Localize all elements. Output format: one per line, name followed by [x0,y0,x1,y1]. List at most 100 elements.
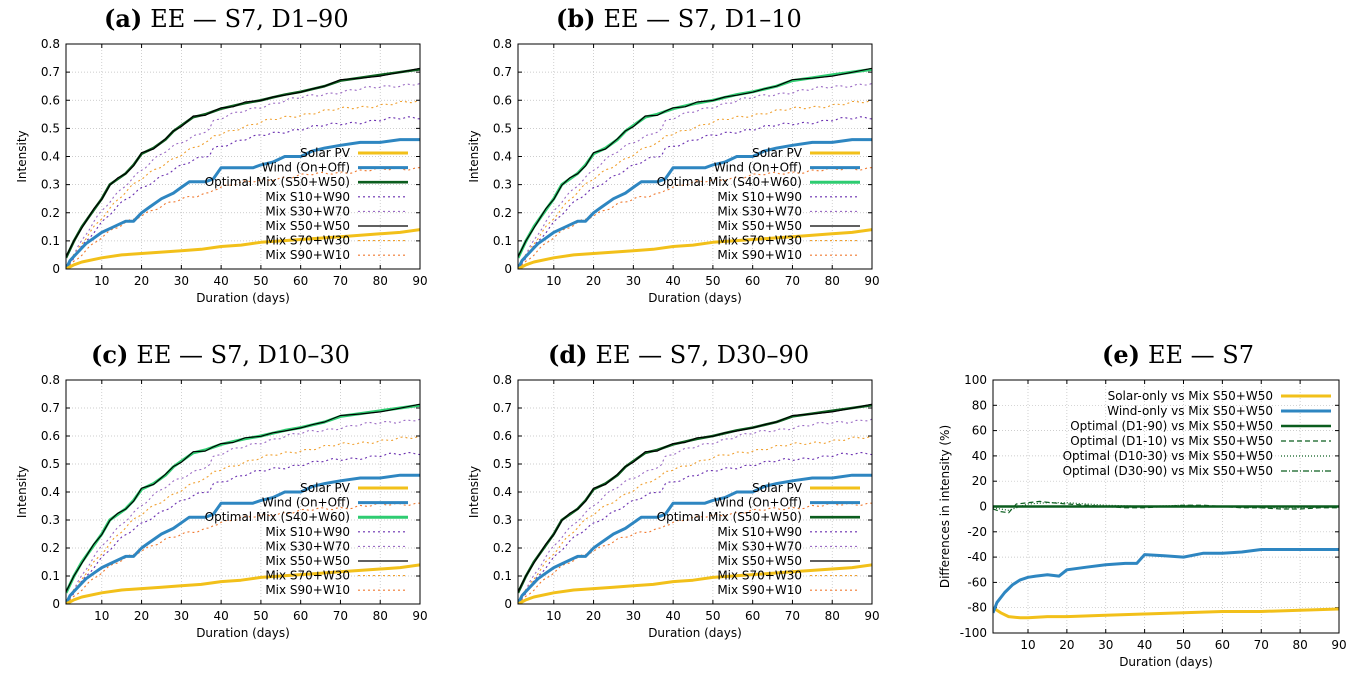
y-tick-label: 0.3 [41,513,60,527]
legend-label: Optimal (D10-30) vs Mix S50+W50 [1063,449,1273,463]
y-tick-label: 0.6 [493,93,512,107]
x-tick-label: 30 [626,609,641,623]
x-tick-label: 90 [864,274,879,288]
y-tick-label: 0.3 [493,513,512,527]
legend-label: Solar-only vs Mix S50+W50 [1108,389,1273,403]
y-tick-label: 0.7 [493,401,512,415]
y-tick-label: -40 [967,550,987,564]
legend-label: Wind-only vs Mix S50+W50 [1107,404,1273,418]
x-tick-label: 50 [705,274,720,288]
panel-d: (d) EE — S7, D30–90 10 20 30 40 50 60 70 80 90 0 0.1… [467,340,880,640]
y-tick-label: 0 [979,500,987,514]
y-tick-label: 0.4 [41,150,60,164]
panel-title: (a) EE — S7, D1–90 [104,4,349,33]
legend-label: Mix S30+W70 [717,539,802,553]
x-tick-label: 60 [293,274,308,288]
x-tick-label: 80 [373,274,388,288]
y-tick-label: 0.6 [41,429,60,443]
y-tick-label: 0.5 [41,457,60,471]
series-line-opt_d10_30 [993,502,1339,511]
legend-label: Mix S70+W30 [717,234,802,248]
y-tick-label: 0.7 [41,65,60,79]
x-tick-label: 20 [134,609,149,623]
legend-label: Mix S90+W10 [717,248,802,262]
series-line-s70 [66,435,420,604]
plot-frame [992,379,1340,634]
y-axis-label: Intensity [467,466,481,518]
y-tick-label: 0.2 [493,206,512,220]
x-tick-label: 30 [174,609,189,623]
legend-label: Mix S50+W50 [265,219,350,233]
y-tick-label: 0 [52,262,60,276]
y-axis-label: Intensity [15,130,29,182]
series-line-wind [66,138,420,269]
x-tick-label: 40 [665,274,680,288]
legend-label: Mix S70+W30 [717,569,802,583]
panel-title-text: EE — S7, D30–90 [596,341,810,369]
plot-frame [65,43,421,270]
y-tick-label: 0.8 [493,37,512,51]
x-tick-label: 10 [1020,638,1035,652]
y-tick-label: -20 [967,525,987,539]
y-tick-label: 0.4 [493,150,512,164]
series-lines [518,403,872,604]
legend-label: Solar PV [300,146,351,160]
panel-letter: (c) [91,340,128,369]
panel-c: (c) EE — S7, D10–30 10 20 30 40 50 60 70 80 90 0 0.1… [15,340,428,640]
y-tick-label: 0.1 [493,569,512,583]
x-axis-label: Duration (days) [648,291,742,305]
x-tick-label: 80 [1292,638,1307,652]
series-line-s50 [66,403,420,593]
y-tick-label: 0 [504,597,512,611]
series-line-optimal [66,403,420,594]
y-tick-label: 0.3 [41,178,60,192]
x-tick-label: 70 [1254,638,1269,652]
y-tick-label: -100 [960,626,987,640]
panel-letter: (a) [104,4,142,33]
legend-label: Optimal Mix (S50+W50) [657,510,802,524]
series-line-s50 [518,67,872,258]
legend-label: Optimal Mix (S40+W60) [205,510,350,524]
y-axis-label: Intensity [15,466,29,518]
series-line-wind [518,473,872,604]
legend-label: Mix S10+W90 [717,525,802,539]
plot-frame [517,379,873,605]
panel-title: (b) EE — S7, D1–10 [556,4,802,33]
series-lines [993,500,1339,620]
x-tick-label: 10 [546,274,561,288]
series-line-optimal [66,68,420,259]
y-tick-label: 0.4 [41,485,60,499]
legend-label: Wind (On+Off) [262,496,350,510]
series-lines [518,67,872,269]
legend-label: Mix S90+W10 [265,583,350,597]
legend-label: Mix S30+W70 [265,204,350,218]
x-axis-label: Duration (days) [196,291,290,305]
y-tick-label: 0.3 [493,178,512,192]
x-tick-label: 10 [94,609,109,623]
legend-label: Mix S50+W50 [265,554,350,568]
series-line-s70 [518,99,872,269]
legend-label: Mix S70+W30 [265,234,350,248]
series-line-wind [66,473,420,604]
x-tick-label: 60 [1215,638,1230,652]
series-line-s50 [66,67,420,258]
panel-a: (a) EE — S7, D1–90 10 20 30 40 50 60 70 80 90 0 0.1 0… [15,4,428,305]
y-tick-label: 0.1 [41,234,60,248]
legend-label: Optimal (D30-90) vs Mix S50+W50 [1063,464,1273,478]
y-axis-label: Differences in intensity (%) [938,425,952,588]
x-tick-label: 40 [1137,638,1152,652]
y-tick-label: 0.8 [41,37,60,51]
y-tick-label: 0.2 [41,206,60,220]
x-tick-label: 70 [333,274,348,288]
x-tick-label: 60 [745,274,760,288]
legend-label: Mix S90+W10 [717,583,802,597]
panel-title: (c) EE — S7, D10–30 [91,340,350,369]
series-line-solar [66,563,420,604]
y-tick-label: 60 [972,424,987,438]
x-tick-label: 60 [293,609,308,623]
x-tick-label: 30 [1098,638,1113,652]
